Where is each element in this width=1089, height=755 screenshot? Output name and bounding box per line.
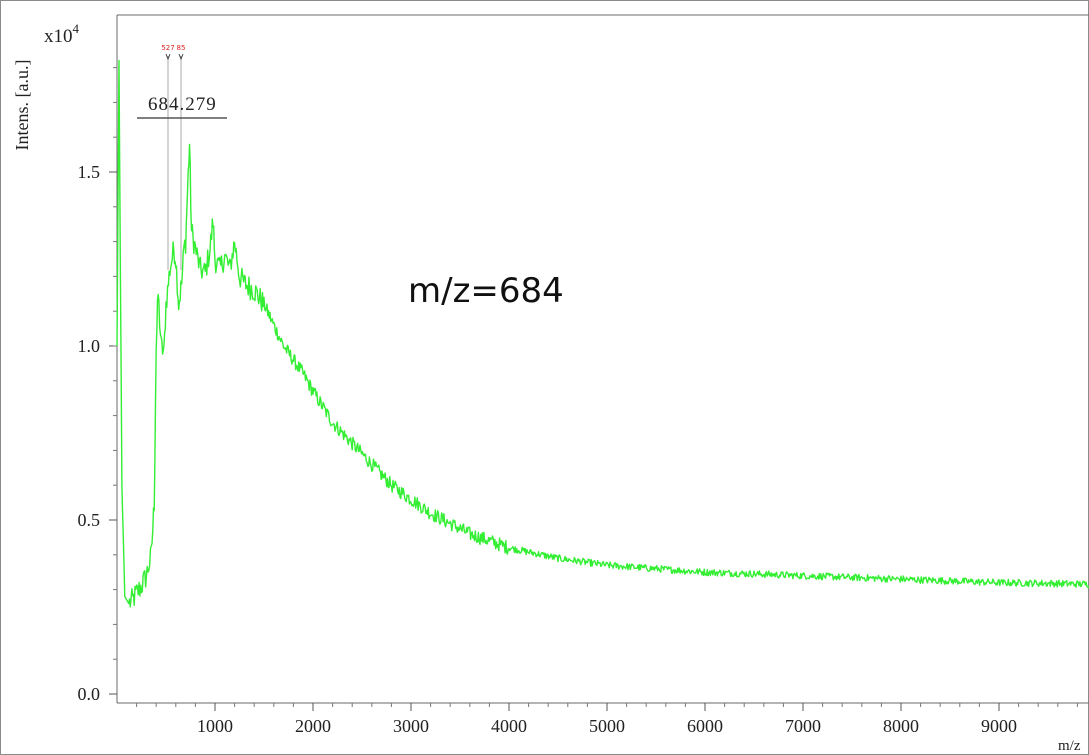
y-axis-label: Intens. [a.u.] (12, 60, 32, 151)
x-tick-label: 3000 (393, 716, 429, 736)
peak-marker-arrow (165, 53, 171, 61)
y-tick-label: 1.0 (78, 336, 101, 356)
y-multiplier-label: x104 (44, 21, 80, 47)
peak-markers: 527 85 (161, 44, 185, 270)
peak-marker-arrow (178, 53, 184, 61)
x-tick-label: 9000 (981, 716, 1017, 736)
y-tick-label: 0.5 (78, 510, 101, 530)
peak-flag-label: 85 (177, 44, 186, 52)
x-tick-label: 6000 (687, 716, 723, 736)
x-tick-label: 1000 (197, 716, 233, 736)
x-tick-label: 2000 (295, 716, 331, 736)
spectrum-trace (116, 59, 1089, 608)
annotation-label: m/z=684 (408, 271, 564, 311)
y-axis-ticks: 0.0 0.5 1.0 1.5 (78, 67, 117, 704)
x-axis-label: m/z (1058, 738, 1081, 754)
y-multiplier-base: x10 (44, 26, 73, 47)
y-tick-label: 1.5 (78, 162, 101, 182)
peak-flag-label: 527 (161, 44, 174, 52)
y-multiplier-exponent: 4 (73, 21, 80, 36)
x-tick-label: 7000 (785, 716, 821, 736)
x-tick-label: 5000 (589, 716, 625, 736)
x-axis-ticks: 1000 2000 3000 4000 5000 6000 7000 8000 9000 (136, 703, 1078, 736)
y-tick-label: 0.0 (78, 684, 101, 704)
x-tick-label: 4000 (491, 716, 527, 736)
x-tick-label: 8000 (883, 716, 919, 736)
peak-label: 684.279 (148, 94, 217, 115)
